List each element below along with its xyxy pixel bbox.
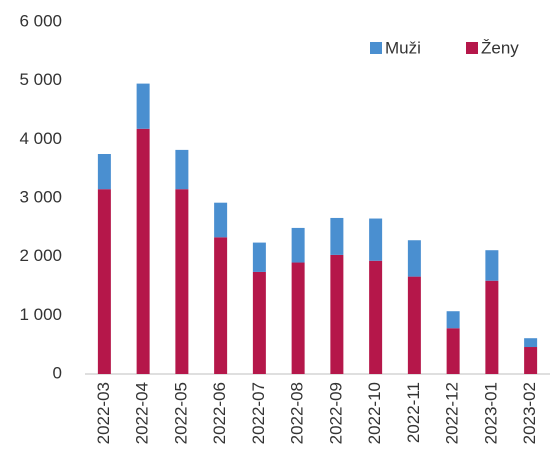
bar-segment: [524, 347, 538, 374]
bar-segment: [369, 218, 383, 261]
y-tick-label: 0: [53, 363, 62, 382]
x-tick-label: 2023-02: [520, 382, 539, 444]
x-tick-label: 2022-10: [365, 382, 384, 444]
x-tick-label: 2022-11: [404, 382, 423, 443]
bar-segment: [252, 271, 266, 374]
y-tick-label: 6 000: [19, 11, 62, 30]
bar-segment: [369, 260, 383, 374]
bar-segment: [214, 202, 228, 238]
bar-segment: [330, 254, 344, 374]
legend-label: Ženy: [481, 38, 519, 57]
bar-segment: [291, 227, 305, 263]
bar-segment: [252, 242, 266, 272]
bar-segment: [214, 237, 228, 374]
bar-segment: [97, 154, 111, 190]
bar-segment: [291, 262, 305, 374]
bar-segment: [407, 240, 421, 277]
x-tick-label: 2022-07: [249, 382, 268, 444]
bar-segment: [330, 217, 344, 255]
bar-segment: [97, 189, 111, 374]
legend-swatch: [370, 42, 382, 54]
x-tick-label: 2022-12: [443, 382, 462, 444]
y-tick-label: 2 000: [19, 246, 62, 265]
x-tick-label: 2022-04: [133, 382, 152, 444]
x-tick-label: 2022-05: [171, 382, 190, 444]
x-tick-label: 2022-08: [288, 382, 307, 444]
y-tick-label: 4 000: [19, 129, 62, 148]
x-tick-label: 2022-03: [94, 382, 113, 444]
bar-segment: [407, 276, 421, 374]
y-tick-label: 3 000: [19, 187, 62, 206]
x-tick-label: 2023-01: [481, 382, 500, 444]
bar-segment: [446, 328, 460, 374]
bar-segment: [485, 250, 499, 281]
bar-segment: [175, 149, 189, 190]
bar-segment: [136, 128, 150, 374]
bar-segment: [175, 189, 189, 374]
x-tick-label: 2022-06: [210, 382, 229, 444]
bar-segment: [485, 280, 499, 374]
bar-segment: [136, 83, 150, 129]
y-tick-label: 5 000: [19, 70, 62, 89]
y-tick-label: 1 000: [19, 305, 62, 324]
bar-segment: [524, 338, 538, 348]
legend-label: Muži: [385, 38, 421, 57]
bar-segment: [446, 311, 460, 329]
x-tick-label: 2022-09: [326, 382, 345, 444]
legend-swatch: [466, 42, 478, 54]
